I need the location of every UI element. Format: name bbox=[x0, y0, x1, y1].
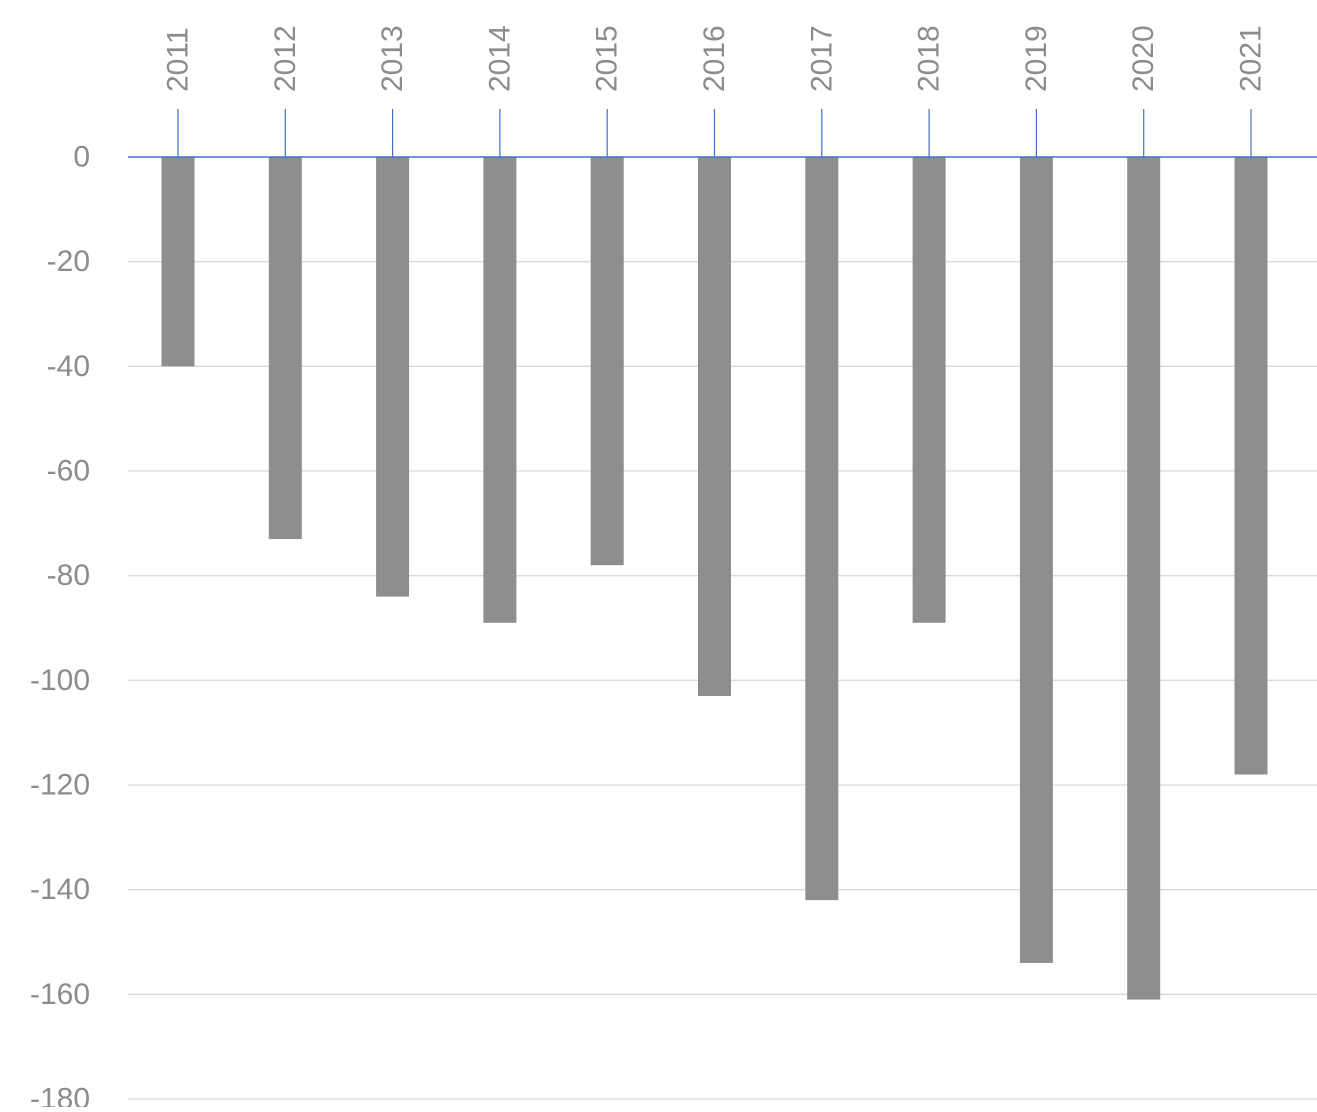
bar bbox=[805, 157, 839, 901]
x-tick-label: 2012 bbox=[269, 25, 302, 92]
x-tick-label: 2011 bbox=[162, 27, 195, 92]
x-tick-label: 2014 bbox=[483, 25, 516, 92]
y-tick-label: -80 bbox=[47, 559, 90, 592]
bar bbox=[912, 157, 946, 623]
y-axis-labels: 0 -20 -40 -60 -80 -100 -120 -140 -160 -180 bbox=[30, 141, 90, 1112]
bar bbox=[698, 157, 731, 697]
x-tick-label: 2021 bbox=[1235, 25, 1268, 92]
y-tick-label: -160 bbox=[30, 978, 90, 1011]
x-axis-labels: 2011 2012 2013 2014 2015 2016 2017 2018 2019 2020… bbox=[162, 25, 1268, 92]
x-axis bbox=[128, 109, 1317, 158]
x-tick-label: 2016 bbox=[698, 25, 731, 92]
bar bbox=[268, 157, 302, 540]
y-tick-label: -140 bbox=[30, 873, 90, 906]
bar bbox=[1019, 157, 1053, 963]
y-tick-label: -40 bbox=[47, 350, 90, 383]
bar bbox=[376, 157, 410, 597]
bars bbox=[161, 157, 1268, 1000]
y-tick-label: -120 bbox=[30, 769, 90, 802]
bar bbox=[161, 157, 195, 367]
x-tick-label: 2019 bbox=[1020, 25, 1053, 92]
y-tick-label: -100 bbox=[30, 664, 90, 697]
y-tick-label: -20 bbox=[47, 245, 90, 278]
bar bbox=[1234, 157, 1268, 775]
x-tick-label: 2017 bbox=[805, 25, 838, 92]
x-tick-label: 2015 bbox=[591, 25, 624, 92]
x-tick-label: 2020 bbox=[1127, 25, 1160, 92]
y-tick-label: -180 bbox=[30, 1083, 90, 1108]
y-tick-label: 0 bbox=[73, 141, 90, 174]
bar bbox=[483, 157, 517, 623]
x-tick-label: 2018 bbox=[913, 25, 946, 92]
x-tick-label: 2013 bbox=[376, 25, 409, 92]
y-tick-label: -60 bbox=[47, 455, 90, 488]
bar bbox=[1127, 157, 1161, 1000]
bar bbox=[590, 157, 624, 566]
